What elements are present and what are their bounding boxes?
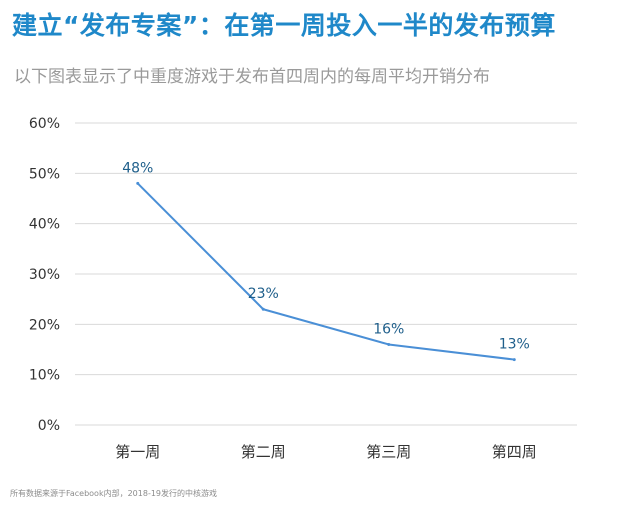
data-point — [387, 342, 391, 346]
data-label: 23% — [248, 286, 279, 302]
chart-subtitle: 以下图表显示了中重度游戏于发布首四周内的每周平均开销分布 — [14, 67, 490, 87]
data-point — [512, 358, 516, 362]
y-tick-label: 30% — [29, 267, 60, 283]
data-point — [136, 181, 140, 185]
series-line — [137, 182, 515, 361]
footnote: 所有数据来源于Facebook内部，2018-19发行的中核游戏 — [10, 489, 218, 498]
gridlines — [75, 122, 577, 426]
y-tick-label: 40% — [29, 217, 60, 233]
chart-title: 建立“发布专案”：在第一周投入一半的发布预算 — [12, 11, 556, 40]
data-labels: 48% 23% 16% 13% — [122, 160, 530, 352]
x-axis-ticks: 第一周 第二周 第三周 第四周 — [115, 443, 537, 461]
y-tick-label: 60% — [29, 116, 60, 132]
y-tick-label: 0% — [38, 418, 60, 434]
data-label: 16% — [373, 321, 404, 337]
y-tick-label: 20% — [29, 317, 60, 333]
y-tick-label: 10% — [29, 368, 60, 384]
y-axis-ticks: 0% 10% 20% 30% 40% 50% 60% — [29, 116, 60, 434]
x-tick-label: 第二周 — [241, 443, 286, 461]
data-label: 48% — [122, 160, 153, 176]
x-tick-label: 第三周 — [366, 443, 411, 461]
data-point — [261, 307, 265, 311]
data-label: 13% — [499, 337, 530, 353]
x-tick-label: 第四周 — [492, 443, 537, 461]
x-tick-label: 第一周 — [115, 443, 160, 461]
series-layer — [136, 181, 516, 362]
y-tick-label: 50% — [29, 166, 60, 182]
